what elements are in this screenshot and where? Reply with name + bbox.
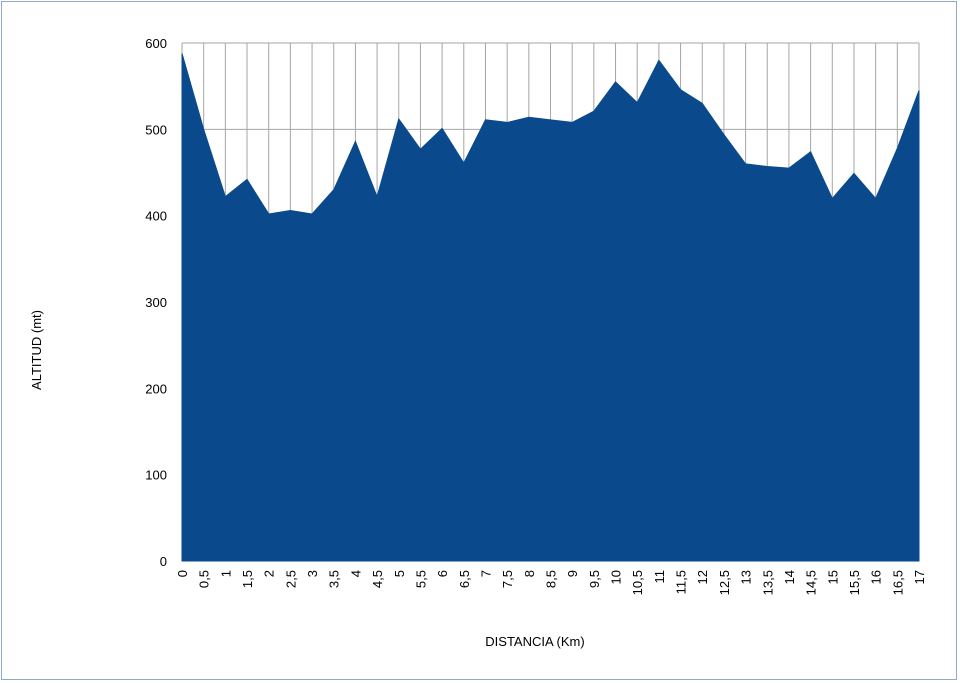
x-tick-label: 10 bbox=[609, 570, 624, 584]
x-tick-label: 5,5 bbox=[413, 570, 428, 588]
x-tick-label: 5 bbox=[392, 570, 407, 577]
x-tick-label: 14,5 bbox=[804, 570, 819, 595]
x-tick-label: 8 bbox=[522, 570, 537, 577]
x-tick-label: 9 bbox=[565, 570, 580, 577]
x-tick-label: 0,5 bbox=[197, 570, 212, 588]
x-tick-label: 4,5 bbox=[370, 570, 385, 588]
x-tick-label: 3 bbox=[305, 570, 320, 577]
x-tick-label: 12 bbox=[695, 570, 710, 584]
x-tick-label: 4 bbox=[348, 570, 363, 577]
x-tick-label: 0 bbox=[175, 570, 190, 577]
y-tick-label: 600 bbox=[145, 36, 167, 51]
x-tick-label: 13 bbox=[739, 570, 754, 584]
altitude-area bbox=[181, 53, 920, 562]
x-axis-ticks: 0 0,5 1 1,5 2 2,5 3 3,5 4 4,5 5 5,5 6 6,5 7 7,5 8 8,5 9 9,5… bbox=[175, 570, 927, 595]
y-tick-label: 400 bbox=[145, 209, 167, 224]
x-tick-label: 7 bbox=[478, 570, 493, 577]
y-tick-label: 500 bbox=[145, 122, 167, 137]
x-tick-label: 15,5 bbox=[847, 570, 862, 595]
x-tick-label: 1,5 bbox=[240, 570, 255, 588]
y-axis-ticks: 0 100 200 300 400 500 600 bbox=[145, 36, 167, 569]
x-tick-label: 14 bbox=[782, 570, 797, 584]
x-tick-label: 10,5 bbox=[630, 570, 645, 595]
x-tick-label: 3,5 bbox=[327, 570, 342, 588]
x-tick-label: 13,5 bbox=[760, 570, 775, 595]
x-tick-label: 11 bbox=[652, 570, 667, 584]
x-tick-label: 16 bbox=[869, 570, 884, 584]
x-axis-title: DISTANCIA (Km) bbox=[485, 634, 584, 649]
x-tick-label: 1 bbox=[218, 570, 233, 577]
x-tick-label: 12,5 bbox=[717, 570, 732, 595]
x-tick-label: 15 bbox=[825, 570, 840, 584]
x-tick-label: 6,5 bbox=[457, 570, 472, 588]
y-tick-label: 0 bbox=[160, 554, 167, 569]
y-tick-label: 200 bbox=[145, 381, 167, 396]
x-tick-label: 2,5 bbox=[283, 570, 298, 588]
area-series bbox=[181, 53, 920, 562]
x-tick-label: 6 bbox=[435, 570, 450, 577]
y-tick-label: 100 bbox=[145, 468, 167, 483]
x-tick-label: 11,5 bbox=[674, 570, 689, 594]
x-tick-label: 2 bbox=[262, 570, 277, 577]
x-tick-label: 7,5 bbox=[500, 570, 515, 588]
x-tick-label: 16,5 bbox=[890, 570, 905, 595]
x-tick-label: 17 bbox=[912, 570, 927, 584]
y-axis-title: ALTITUD (mt) bbox=[29, 310, 44, 390]
y-tick-label: 300 bbox=[145, 295, 167, 310]
x-tick-label: 9,5 bbox=[587, 570, 602, 588]
x-tick-label: 8,5 bbox=[544, 570, 559, 588]
